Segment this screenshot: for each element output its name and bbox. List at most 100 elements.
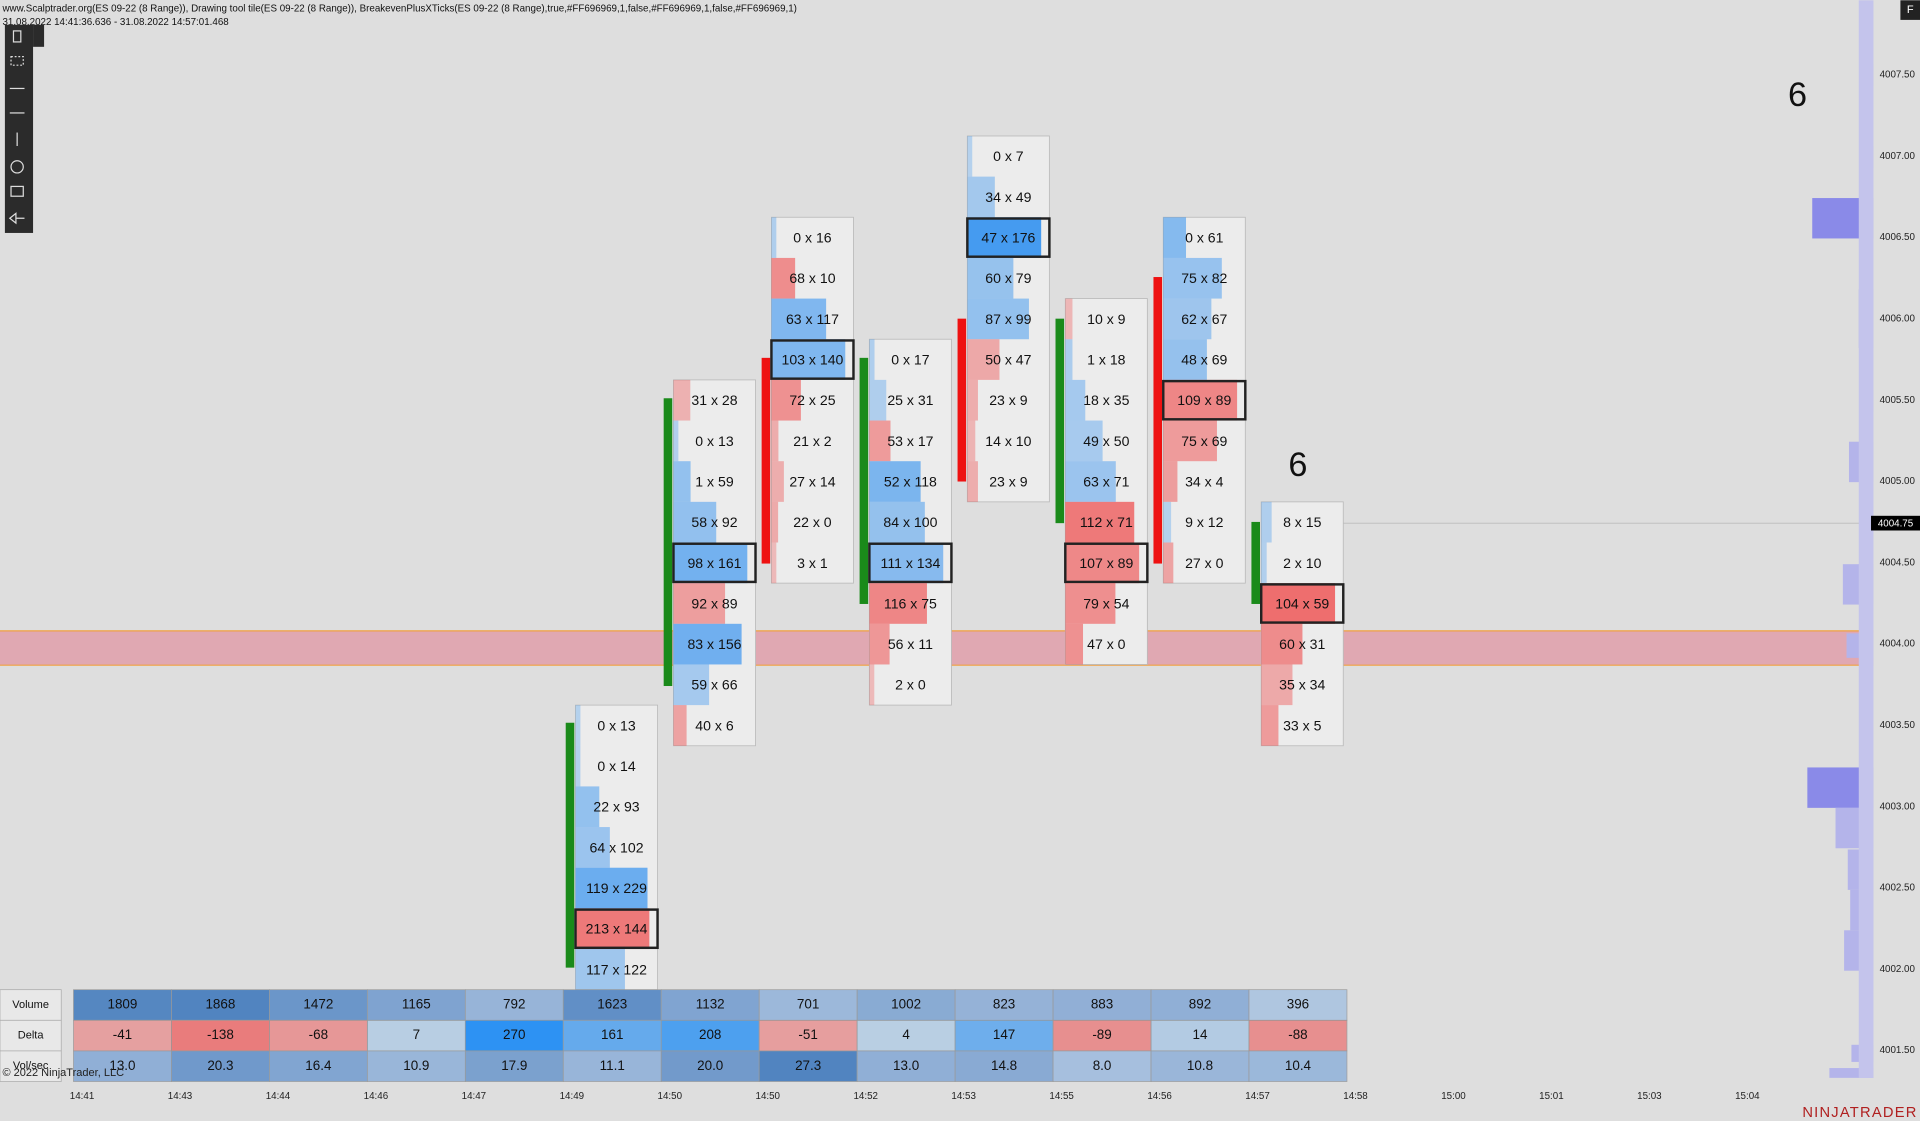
volume-value: 883 <box>1091 997 1113 1012</box>
cell-text: 47 x 0 <box>1087 636 1126 652</box>
delta-value: 270 <box>503 1027 525 1042</box>
volsec-value: 10.9 <box>403 1058 429 1073</box>
volume-bar <box>1065 339 1073 380</box>
tool-icon[interactable] <box>10 185 24 197</box>
volume-bar <box>771 420 779 462</box>
cell-text: 23 x 9 <box>989 473 1028 489</box>
price-label: 4003.00 <box>1880 801 1916 812</box>
tool-icon[interactable] <box>10 160 24 174</box>
cell-text: 34 x 49 <box>985 189 1031 205</box>
volume-bar <box>869 542 944 584</box>
volsec-value: 14.8 <box>991 1058 1017 1073</box>
volume-bar <box>1065 501 1135 543</box>
volume-cell <box>269 989 368 1021</box>
volume-bar <box>869 623 890 665</box>
volume-bar <box>673 664 710 706</box>
delta-cell <box>562 1019 662 1052</box>
volume-bar <box>967 298 1029 340</box>
cell-text: 1 x 18 <box>1087 352 1126 368</box>
volume-bar <box>1065 420 1103 462</box>
volsec-cell <box>1248 1050 1348 1082</box>
tool-icon[interactable] <box>8 212 25 225</box>
price-label: 4005.50 <box>1880 395 1916 406</box>
volume-bar <box>1163 501 1172 543</box>
cell-text: 64 x 102 <box>590 839 644 855</box>
volsec-value: 11.1 <box>600 1058 625 1073</box>
candle <box>1251 521 1260 604</box>
volume-bar <box>673 542 748 584</box>
volume-bar <box>673 461 691 502</box>
candle <box>957 318 967 482</box>
volume-bar <box>869 583 927 624</box>
row-label: Delta <box>18 1030 45 1042</box>
volume-cell <box>758 989 858 1021</box>
brand: NINJATRADER <box>1802 1105 1917 1121</box>
volume-bar <box>967 176 995 218</box>
volsec-value: 20.0 <box>697 1058 723 1073</box>
time-label: 15:03 <box>1637 1091 1662 1102</box>
volume-bar <box>869 501 925 543</box>
cell-text: 63 x 71 <box>1083 473 1129 489</box>
volume-bar <box>771 298 827 340</box>
cell-text: 117 x 122 <box>586 961 647 977</box>
volume-bar <box>673 623 742 665</box>
volume-bar <box>771 217 777 258</box>
candle <box>1153 277 1163 564</box>
volume-bar <box>1261 705 1279 746</box>
tool-icon[interactable] <box>10 56 24 66</box>
volsec-value: 13.0 <box>109 1058 135 1073</box>
volume-bar <box>575 705 581 746</box>
cell-text: 104 x 59 <box>1275 595 1329 611</box>
volume-cell <box>1150 989 1250 1021</box>
volume-bar <box>1065 583 1116 624</box>
volsec-value: 10.8 <box>1187 1058 1213 1073</box>
delta-cell <box>856 1019 956 1052</box>
volume-bar <box>869 664 875 706</box>
tool-icon[interactable] <box>12 30 22 43</box>
delta-cell <box>73 1019 172 1052</box>
header-range: 31.08.2022 14:41:36.636 - 31.08.2022 14:… <box>2 17 229 28</box>
volume-value: 792 <box>503 997 525 1012</box>
time-label: 14:43 <box>168 1091 193 1102</box>
cell-text: 18 x 35 <box>1083 392 1129 408</box>
volsec-cell <box>758 1050 858 1082</box>
f-button[interactable] <box>1900 0 1920 20</box>
cell-text: 98 x 161 <box>687 555 741 571</box>
volume-value: 1165 <box>402 997 431 1012</box>
volsec-value: 27.3 <box>795 1058 821 1073</box>
cell-text: 40 x 6 <box>695 717 734 733</box>
price-label: 4005.00 <box>1880 476 1916 487</box>
volume-bar <box>673 501 717 543</box>
cell-text: 53 x 17 <box>887 433 933 449</box>
volsec-cell <box>366 1050 466 1082</box>
cell-text: 107 x 89 <box>1079 555 1133 571</box>
volume-bar <box>575 745 581 787</box>
volume-bar <box>575 908 650 950</box>
volume-bar <box>967 420 976 462</box>
volume-bar <box>673 379 691 421</box>
delta-value: 7 <box>413 1027 420 1042</box>
time-label: 14:58 <box>1343 1091 1368 1102</box>
time-label: 15:04 <box>1735 1091 1760 1102</box>
volume-value: 701 <box>797 997 819 1012</box>
toolbar-tab[interactable] <box>33 24 45 47</box>
candle <box>565 722 575 968</box>
delta-value: -68 <box>309 1027 328 1042</box>
cell-text: 14 x 10 <box>985 433 1031 449</box>
time-label: 14:49 <box>560 1091 584 1102</box>
volume-value: 1809 <box>107 997 137 1012</box>
price-label: 4002.50 <box>1880 883 1916 894</box>
volume-bar <box>1163 298 1212 340</box>
cell-text: 22 x 0 <box>793 514 832 530</box>
delta-value: 208 <box>699 1027 721 1042</box>
cell-text: 0 x 13 <box>695 433 734 449</box>
delta-cell <box>171 1019 270 1052</box>
marker: 6 <box>1788 76 1807 114</box>
volume-profile <box>1807 0 1874 1078</box>
volume-bar <box>1163 379 1238 421</box>
volsec-value: 16.4 <box>305 1058 332 1073</box>
volume-bar <box>771 339 846 380</box>
column-frame <box>771 216 854 584</box>
price-label: 4003.50 <box>1880 720 1916 731</box>
